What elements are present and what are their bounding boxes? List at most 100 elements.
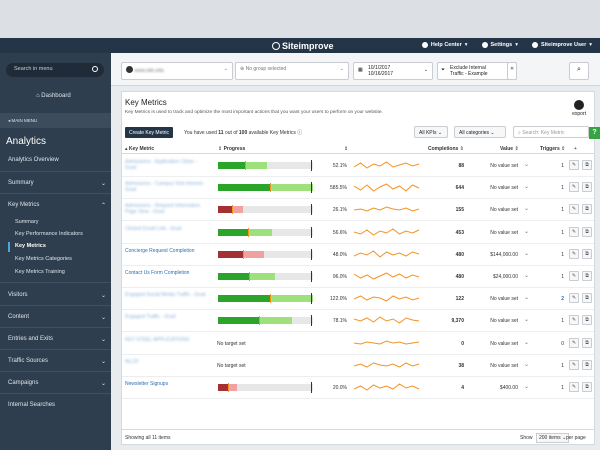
edit-button[interactable]: ✎ (569, 182, 579, 193)
copy-button[interactable]: ⧉ (582, 226, 592, 237)
chevron-down-icon[interactable]: ⌄ (524, 228, 530, 235)
copy-button[interactable]: ⧉ (582, 293, 592, 304)
export-button[interactable]: export (572, 100, 586, 117)
settings-link[interactable]: Settings ▾ (481, 42, 518, 48)
edit-button[interactable]: ✎ (569, 248, 579, 259)
sidebar-item-key-metrics[interactable]: Key Metrics ⌃ (8, 202, 106, 209)
kpi-filter-dropdown[interactable]: All KPIs ⌄ (414, 126, 448, 138)
sidebar-item-visitors[interactable]: Visitors ⌄ (8, 292, 106, 299)
edit-button[interactable]: ✎ (569, 359, 579, 370)
copy-button[interactable]: ⧉ (582, 359, 592, 370)
sidebar-subitem-key-metrics[interactable]: Key Metrics (15, 243, 46, 249)
edit-button[interactable]: ✎ (569, 160, 579, 170)
col-value[interactable]: Value ⇕ (500, 146, 519, 152)
copy-button[interactable]: ⧉ (582, 382, 592, 392)
chevron-down-icon[interactable]: ⌄ (524, 206, 530, 213)
col-progress[interactable]: ⇕ Progress (218, 146, 246, 152)
edit-button[interactable]: ✎ (569, 271, 579, 281)
edit-button[interactable]: ✎ (569, 293, 579, 304)
sidebar-item-campaigns[interactable]: Campaigns ⌄ (8, 380, 106, 387)
sidebar-subitem-key-metrics-categories[interactable]: Key Metrics Categories (15, 256, 72, 262)
key-metric-link[interactable]: Concierge Request Completion (125, 247, 195, 254)
dashboard-link[interactable]: ⌂ Dashboard (36, 93, 71, 99)
main-menu-back[interactable]: ◂ MAIN MENU (0, 113, 111, 128)
create-key-metric-button[interactable]: Create Key Metric (125, 127, 174, 138)
edit-button[interactable]: ✎ (569, 204, 579, 215)
sidebar-item-content[interactable]: Content ⌄ (8, 314, 106, 321)
col-completions[interactable]: Completions ⇕ (428, 146, 464, 152)
table-row[interactable]: Concierge Request Completion 48.0% 480 $144… (122, 244, 594, 266)
col-key-metric[interactable]: ▴ Key Metric (125, 146, 155, 152)
key-metric-link[interactable]: Engaged Traffic - Grad (125, 314, 176, 321)
table-row[interactable]: Admissions - Application Clicks - Grad 52… (122, 155, 594, 177)
sidebar-subitem-summary[interactable]: Summary (15, 219, 39, 225)
chevron-down-icon[interactable]: ⌄ (524, 339, 530, 346)
table-row[interactable]: NLCD No target set 38 No value set ⌄ 1 ✎ ⧉ (122, 355, 594, 377)
table-row[interactable]: KEY STEEL APPLICATIONS No target set 0 No v… (122, 333, 594, 355)
edit-button[interactable]: ✎ (569, 382, 579, 392)
copy-button[interactable]: ⧉ (582, 315, 592, 326)
edit-button[interactable]: ✎ (569, 337, 579, 348)
target-marker (311, 293, 312, 305)
copy-button[interactable]: ⧉ (582, 160, 592, 170)
progress-fill (218, 184, 271, 192)
sidebar-subitem-kpi[interactable]: Key Performance Indicators (15, 231, 83, 237)
sidebar-item-traffic-sources[interactable]: Traffic Sources ⌄ (8, 358, 106, 365)
help-center-link[interactable]: Help Center ▾ (421, 42, 468, 48)
copy-button[interactable]: ⧉ (582, 204, 592, 215)
key-metric-link[interactable]: Admissions - Application Clicks - Grad (125, 159, 197, 171)
sidebar-item-internal-searches[interactable]: Internal Searches (8, 402, 56, 408)
sidebar-item-analytics-overview[interactable]: Analytics Overview (8, 157, 59, 163)
global-search-button[interactable]: ⌕ (569, 62, 589, 80)
key-metric-link[interactable]: KEY STEEL APPLICATIONS (125, 336, 190, 343)
table-row[interactable]: Admissions - Request Information Page Vi… (122, 199, 594, 222)
date-range-picker[interactable]: ▦ 10/1/2017 10/16/2017 ⌄ (353, 62, 433, 80)
key-metric-link[interactable]: Admissions - Request Information Page Vi… (125, 203, 201, 216)
info-icon: ⓘ (297, 130, 303, 136)
category-filter-dropdown[interactable]: All categories ⌄ (454, 126, 506, 138)
sidebar-item-entries-exits[interactable]: Entries and Exits ⌄ (8, 336, 106, 343)
chevron-down-icon[interactable]: ⌄ (524, 250, 530, 257)
chevron-down-icon[interactable]: ⌄ (524, 317, 530, 324)
user-menu[interactable]: Siteimprove User ▾ (531, 42, 592, 48)
key-metric-link[interactable]: Admissions - Campus Visit Interest - Gra… (125, 181, 206, 194)
table-row[interactable]: Engaged Social Media Traffic - Grad 122.0… (122, 288, 594, 311)
col-trend-sort[interactable]: ⇕ (344, 146, 349, 152)
chevron-down-icon[interactable]: ⌄ (524, 184, 530, 191)
col-triggers[interactable]: Triggers ⇕ (540, 146, 566, 152)
edit-button[interactable]: ✎ (569, 315, 579, 326)
table-row[interactable]: Admissions - Campus Visit Interest - Gra… (122, 177, 594, 200)
table-row[interactable]: Clicked Email Link - Grad 56.6% 453 No valu… (122, 222, 594, 244)
key-metric-link[interactable]: Newsletter Signups (125, 381, 169, 387)
completions-value: 480 (455, 274, 464, 280)
table-row[interactable]: Newsletter Signups 20.0% 4 $400.00 ⌄ 1 ✎ ⧉ (122, 377, 594, 399)
traffic-filter[interactable]: ⏷ Exclude Internal Traffic - Example (437, 62, 517, 80)
chevron-down-icon[interactable]: ⌄ (524, 295, 530, 302)
table-row[interactable]: Engaged Traffic - Grad 78.1% 9,370 No value… (122, 310, 594, 333)
key-metric-link[interactable]: NLCD (125, 358, 139, 365)
copy-button[interactable]: ⧉ (582, 337, 592, 348)
menu-search-input[interactable]: Search in menu (6, 63, 104, 77)
chevron-down-icon[interactable]: ⌄ (524, 361, 530, 368)
chevron-down-icon[interactable]: ⌄ (524, 273, 530, 279)
key-metric-link[interactable]: Clicked Email Link - Grad (125, 225, 182, 232)
copy-button[interactable]: ⧉ (582, 182, 592, 193)
edit-button[interactable]: ✎ (569, 226, 579, 237)
brand-logo[interactable]: Siteimprove (272, 41, 334, 51)
copy-button[interactable]: ⧉ (582, 248, 592, 259)
key-metric-search-input[interactable]: ⌕ Search: Key Metric (513, 126, 589, 138)
table-row[interactable]: Contact Us Form Completion 96.0% 480 $24,00… (122, 266, 594, 288)
clear-filter-button[interactable]: ✕ (507, 62, 517, 80)
help-tab[interactable]: ? (589, 127, 600, 139)
group-selector[interactable]: ⊕ No group selected ⌄ (235, 62, 349, 80)
chevron-down-icon[interactable]: ⌄ (524, 162, 530, 168)
key-metric-link[interactable]: Engaged Social Media Traffic - Grad (125, 292, 206, 299)
copy-button[interactable]: ⧉ (582, 271, 592, 281)
key-metric-link[interactable]: Contact Us Form Completion (125, 270, 190, 276)
sidebar-subitem-key-metrics-training[interactable]: Key Metrics Training (15, 269, 65, 275)
sidebar-item-summary[interactable]: Summary ⌄ (8, 180, 106, 187)
site-selector[interactable]: www.site.edu ⌄ (121, 62, 233, 80)
add-column-button[interactable]: + (574, 146, 577, 152)
chevron-down-icon[interactable]: ⌄ (524, 384, 530, 390)
page-size-select[interactable]: 200 items ⌄ (536, 433, 570, 443)
